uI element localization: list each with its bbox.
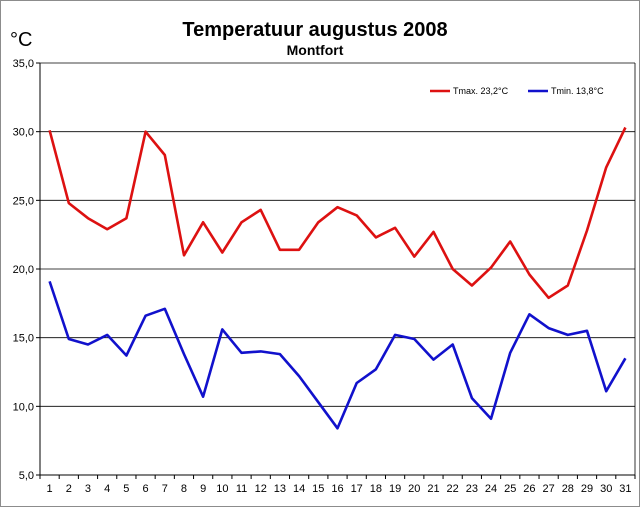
x-tick-label: 20 <box>408 483 420 495</box>
y-tick-label: 20,0 <box>13 264 34 276</box>
series-line-tmax <box>48 126 627 300</box>
chart-title: Temperatuur augustus 2008 <box>182 19 447 41</box>
x-tick-label: 1 <box>47 483 53 495</box>
y-tick-label: 10,0 <box>13 401 34 413</box>
y-tick-label: 30,0 <box>13 127 34 139</box>
x-tick-label: 5 <box>123 483 129 495</box>
x-tick-label: 28 <box>562 483 574 495</box>
x-tick-label: 9 <box>200 483 206 495</box>
y-tick-label: 5,0 <box>19 470 34 482</box>
x-tick-label: 17 <box>351 483 363 495</box>
x-tick-label: 25 <box>504 483 516 495</box>
series-line-tmin <box>48 280 627 430</box>
x-tick-label: 31 <box>619 483 631 495</box>
y-axis-unit-label: °C <box>10 29 32 51</box>
x-tick-label: 4 <box>104 483 110 495</box>
legend-label-tmin: Tmin. 13,8°C <box>551 86 604 96</box>
x-tick-label: 12 <box>255 483 267 495</box>
gridlines <box>40 62 635 476</box>
x-tick-label: 15 <box>312 483 324 495</box>
x-tick-label: 27 <box>543 483 555 495</box>
x-tick-label: 3 <box>85 483 91 495</box>
x-tick-label: 24 <box>485 483 497 495</box>
x-tick-label: 6 <box>143 483 149 495</box>
x-tick-label: 19 <box>389 483 401 495</box>
x-tick-label: 23 <box>466 483 478 495</box>
x-tick-label: 18 <box>370 483 382 495</box>
x-tick-label: 7 <box>162 483 168 495</box>
x-tick-label: 11 <box>236 483 247 495</box>
x-tick-label: 10 <box>216 483 228 495</box>
x-tick-label: 30 <box>600 483 612 495</box>
x-tick-label: 16 <box>331 483 343 495</box>
axes: 5,010,015,020,025,030,035,01 2 3 4 5 6 7 8 9 10 11… <box>13 58 636 495</box>
x-tick-label: 22 <box>447 483 459 495</box>
chart-subtitle: Montfort <box>287 42 344 58</box>
x-tick-label: 21 <box>427 483 439 495</box>
legend-label-tmax: Tmax. 23,2°C <box>453 86 509 96</box>
legend: Tmax. 23,2°C Tmin. 13,8°C <box>430 86 604 96</box>
series-lines <box>48 126 627 430</box>
x-tick-label: 13 <box>274 483 286 495</box>
x-tick-label: 14 <box>293 483 305 495</box>
y-tick-label: 15,0 <box>13 333 34 345</box>
y-tick-label: 35,0 <box>13 58 34 70</box>
x-tick-label: 8 <box>181 483 187 495</box>
y-tick-label: 25,0 <box>13 195 34 207</box>
x-tick-label: 29 <box>581 483 593 495</box>
x-tick-label: 26 <box>523 483 535 495</box>
x-tick-label: 2 <box>66 483 72 495</box>
